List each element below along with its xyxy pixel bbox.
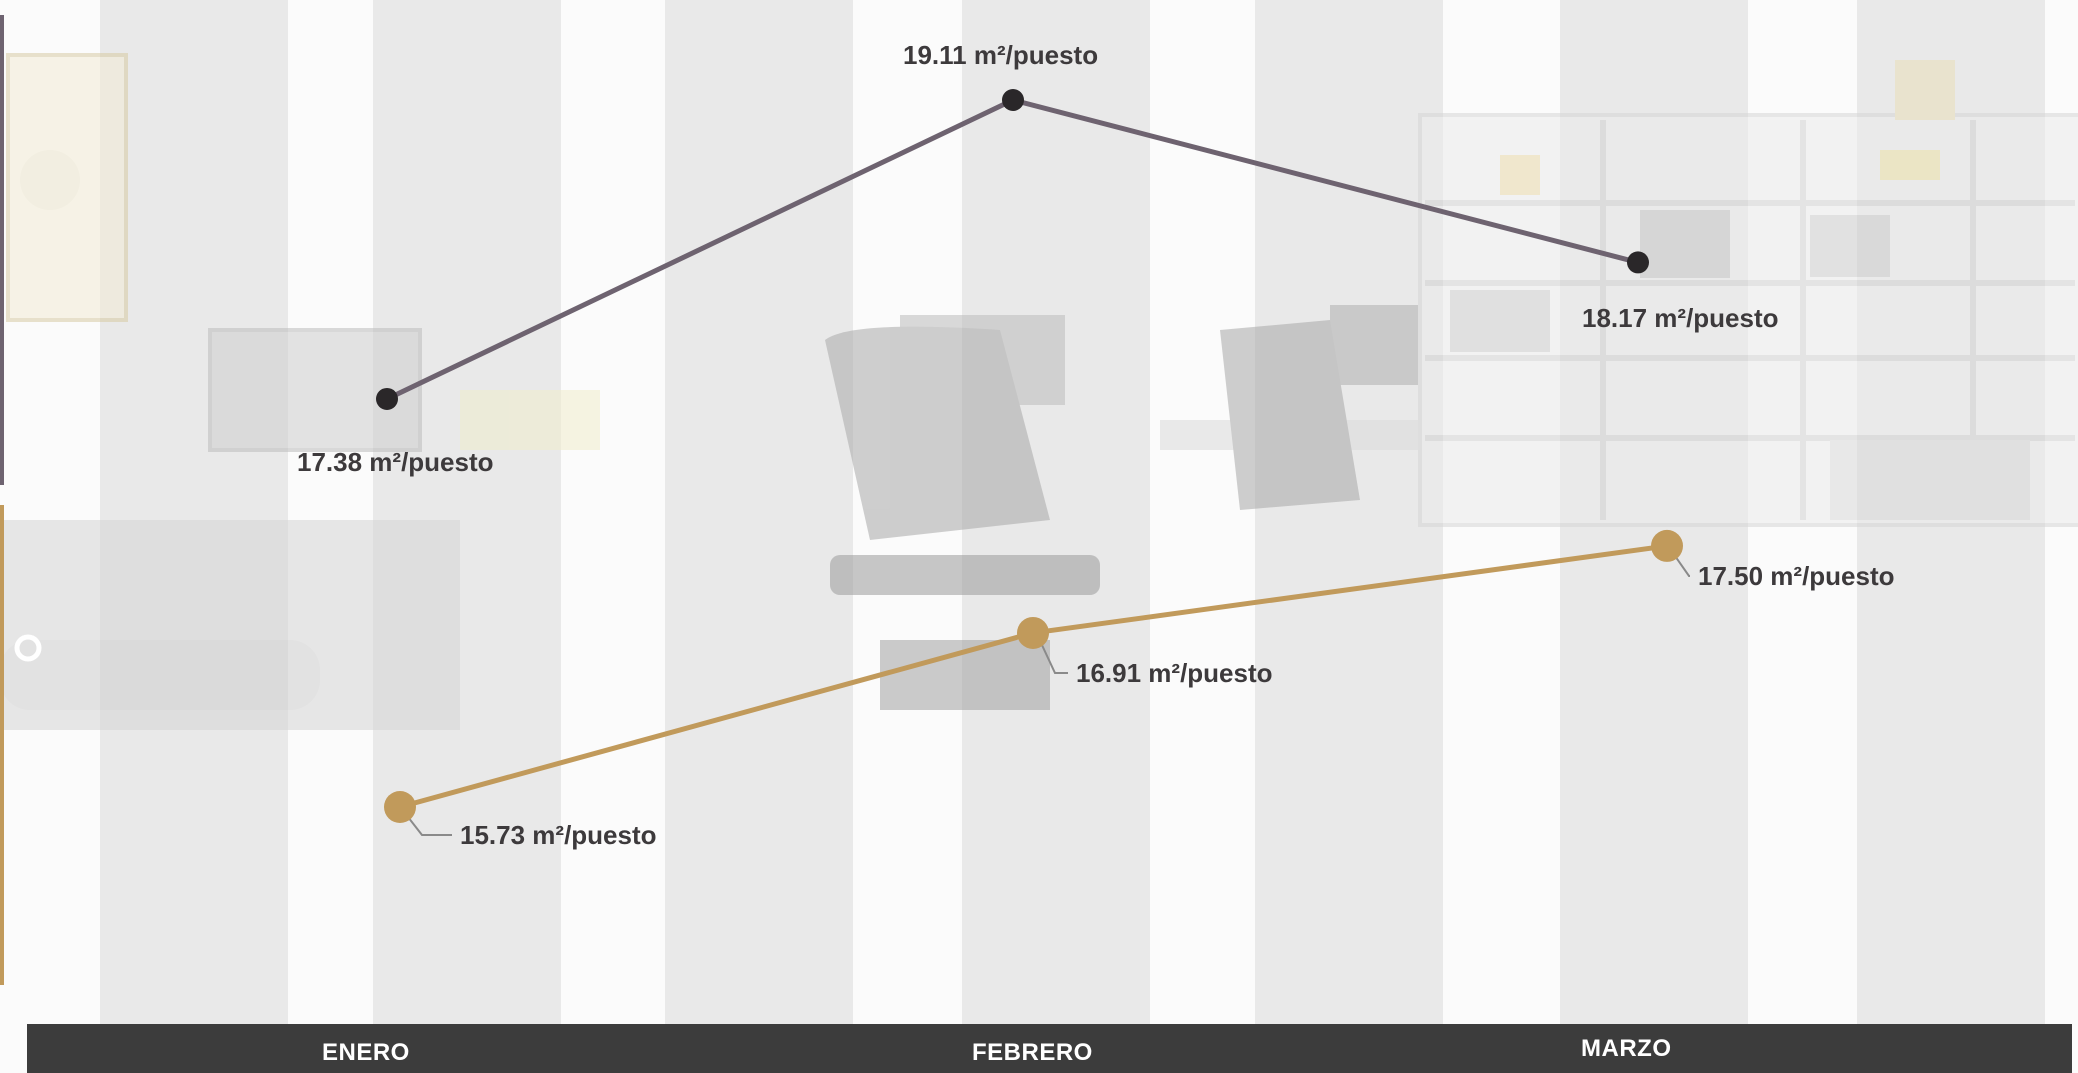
series-2-data-label-2: 16.91 m²/puesto — [1076, 658, 1273, 688]
left-edge-ring — [14, 634, 42, 662]
series-1-line — [385, 97, 1639, 402]
series-2-data-label-1: 15.73 m²/puesto — [460, 820, 657, 850]
x-tick-label-marzo: MARZO — [1581, 1035, 1672, 1062]
series-2-line — [399, 543, 1668, 810]
series-lines — [385, 97, 1690, 836]
series-2-point-2 — [1017, 616, 1049, 649]
x-axis-category-bar — [27, 1024, 2072, 1073]
data-labels: 17.38 m²/puesto 19.11 m²/puesto 18.17 m²/p… — [297, 40, 1895, 850]
chair-right — [1220, 320, 1360, 510]
series-2-leader-2 — [1040, 642, 1068, 674]
series-points — [376, 89, 1683, 823]
series-1-data-label-3: 18.17 m²/puesto — [1582, 303, 1779, 333]
left-edge-accent-top — [0, 15, 4, 485]
series-2-point-1 — [384, 791, 416, 823]
series-1-point-2 — [1002, 89, 1024, 111]
series-2-data-label-3: 17.50 m²/puesto — [1698, 561, 1895, 591]
series-2-leader-1 — [407, 816, 452, 836]
chair-center — [825, 326, 1050, 540]
x-tick-label-febrero: FEBRERO — [972, 1039, 1093, 1066]
series-2-point-3 — [1651, 529, 1683, 562]
series-1-point-1 — [376, 387, 398, 410]
series-1-data-label-2: 19.11 m²/puesto — [903, 40, 1098, 70]
left-edge-accent-bottom — [0, 505, 4, 985]
x-tick-label-enero: ENERO — [322, 1039, 410, 1066]
series-1-point-3 — [1627, 251, 1649, 274]
series-1-data-label-1: 17.38 m²/puesto — [297, 447, 494, 477]
series-2-leader-3 — [1674, 555, 1690, 577]
faded-office-scene — [0, 53, 2078, 730]
